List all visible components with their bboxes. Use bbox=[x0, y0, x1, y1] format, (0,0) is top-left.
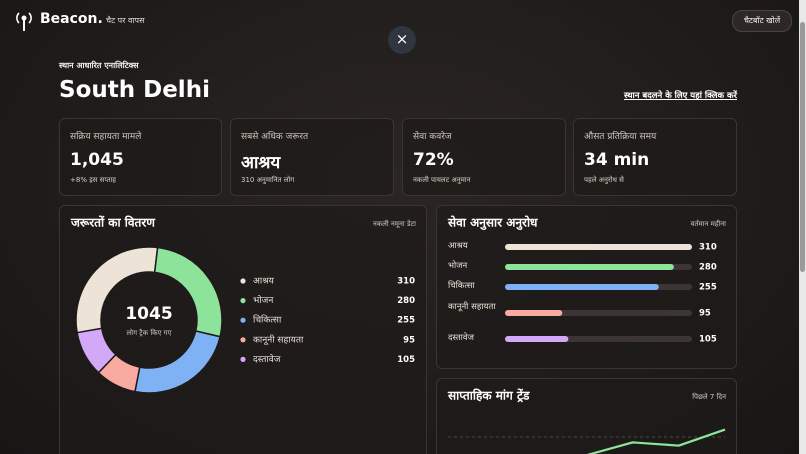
stat-label: औसत प्रतिक्रिया समय bbox=[584, 132, 657, 142]
scrollbar bbox=[799, 0, 806, 454]
bar-label: आश्रय bbox=[448, 241, 468, 251]
stat-note: 310 अनुमानित लोग bbox=[241, 176, 295, 184]
stat-card: सेवा कवरेज 72% नकली पायलट अनुमान bbox=[402, 118, 566, 196]
trend-panel bbox=[436, 378, 737, 454]
bar-label: चिकित्सा bbox=[448, 281, 475, 291]
needs-panel bbox=[59, 205, 427, 454]
stat-label: सेवा कवरेज bbox=[413, 132, 452, 142]
stat-label: सबसे अधिक जरूरत bbox=[241, 132, 309, 142]
brand: Beacon. bbox=[40, 11, 103, 27]
subtitle: स्थान आधारित एनालिटिक्स bbox=[59, 61, 139, 70]
back-link[interactable]: चैट पर वापस bbox=[106, 16, 145, 25]
logo-icon bbox=[16, 12, 32, 31]
change-location-link[interactable]: स्थान बदलने के लिए यहां क्लिक करें bbox=[623, 91, 737, 101]
stat-note: +8% इस सप्ताह bbox=[70, 176, 116, 184]
stat-value: 1,045 bbox=[70, 150, 124, 170]
stat-value: 72% bbox=[413, 150, 454, 170]
stat-card: औसत प्रतिक्रिया समय 34 min पहले अनुरोध से bbox=[573, 118, 737, 196]
stat-label: सक्रिय सहायता मामले bbox=[70, 132, 142, 142]
open-chatbot-button[interactable]: चैटबॉट खोलें bbox=[732, 10, 792, 32]
bar-label: कानूनी सहायता bbox=[448, 302, 496, 312]
stat-value: आश्रय bbox=[241, 153, 281, 173]
stat-card: सबसे अधिक जरूरत आश्रय 310 अनुमानित लोग bbox=[230, 118, 394, 196]
close-button[interactable]: × bbox=[388, 26, 416, 54]
bar-label: दस्तावेज bbox=[448, 333, 474, 343]
stat-value: 34 min bbox=[584, 150, 650, 170]
stat-note: पहले अनुरोध से bbox=[584, 176, 624, 184]
bar-label: भोजन bbox=[448, 261, 468, 271]
stat-note: नकली पायलट अनुमान bbox=[413, 176, 471, 184]
location-title: South Delhi bbox=[59, 77, 210, 103]
stat-card: सक्रिय सहायता मामले 1,045 +8% इस सप्ताह bbox=[59, 118, 222, 196]
